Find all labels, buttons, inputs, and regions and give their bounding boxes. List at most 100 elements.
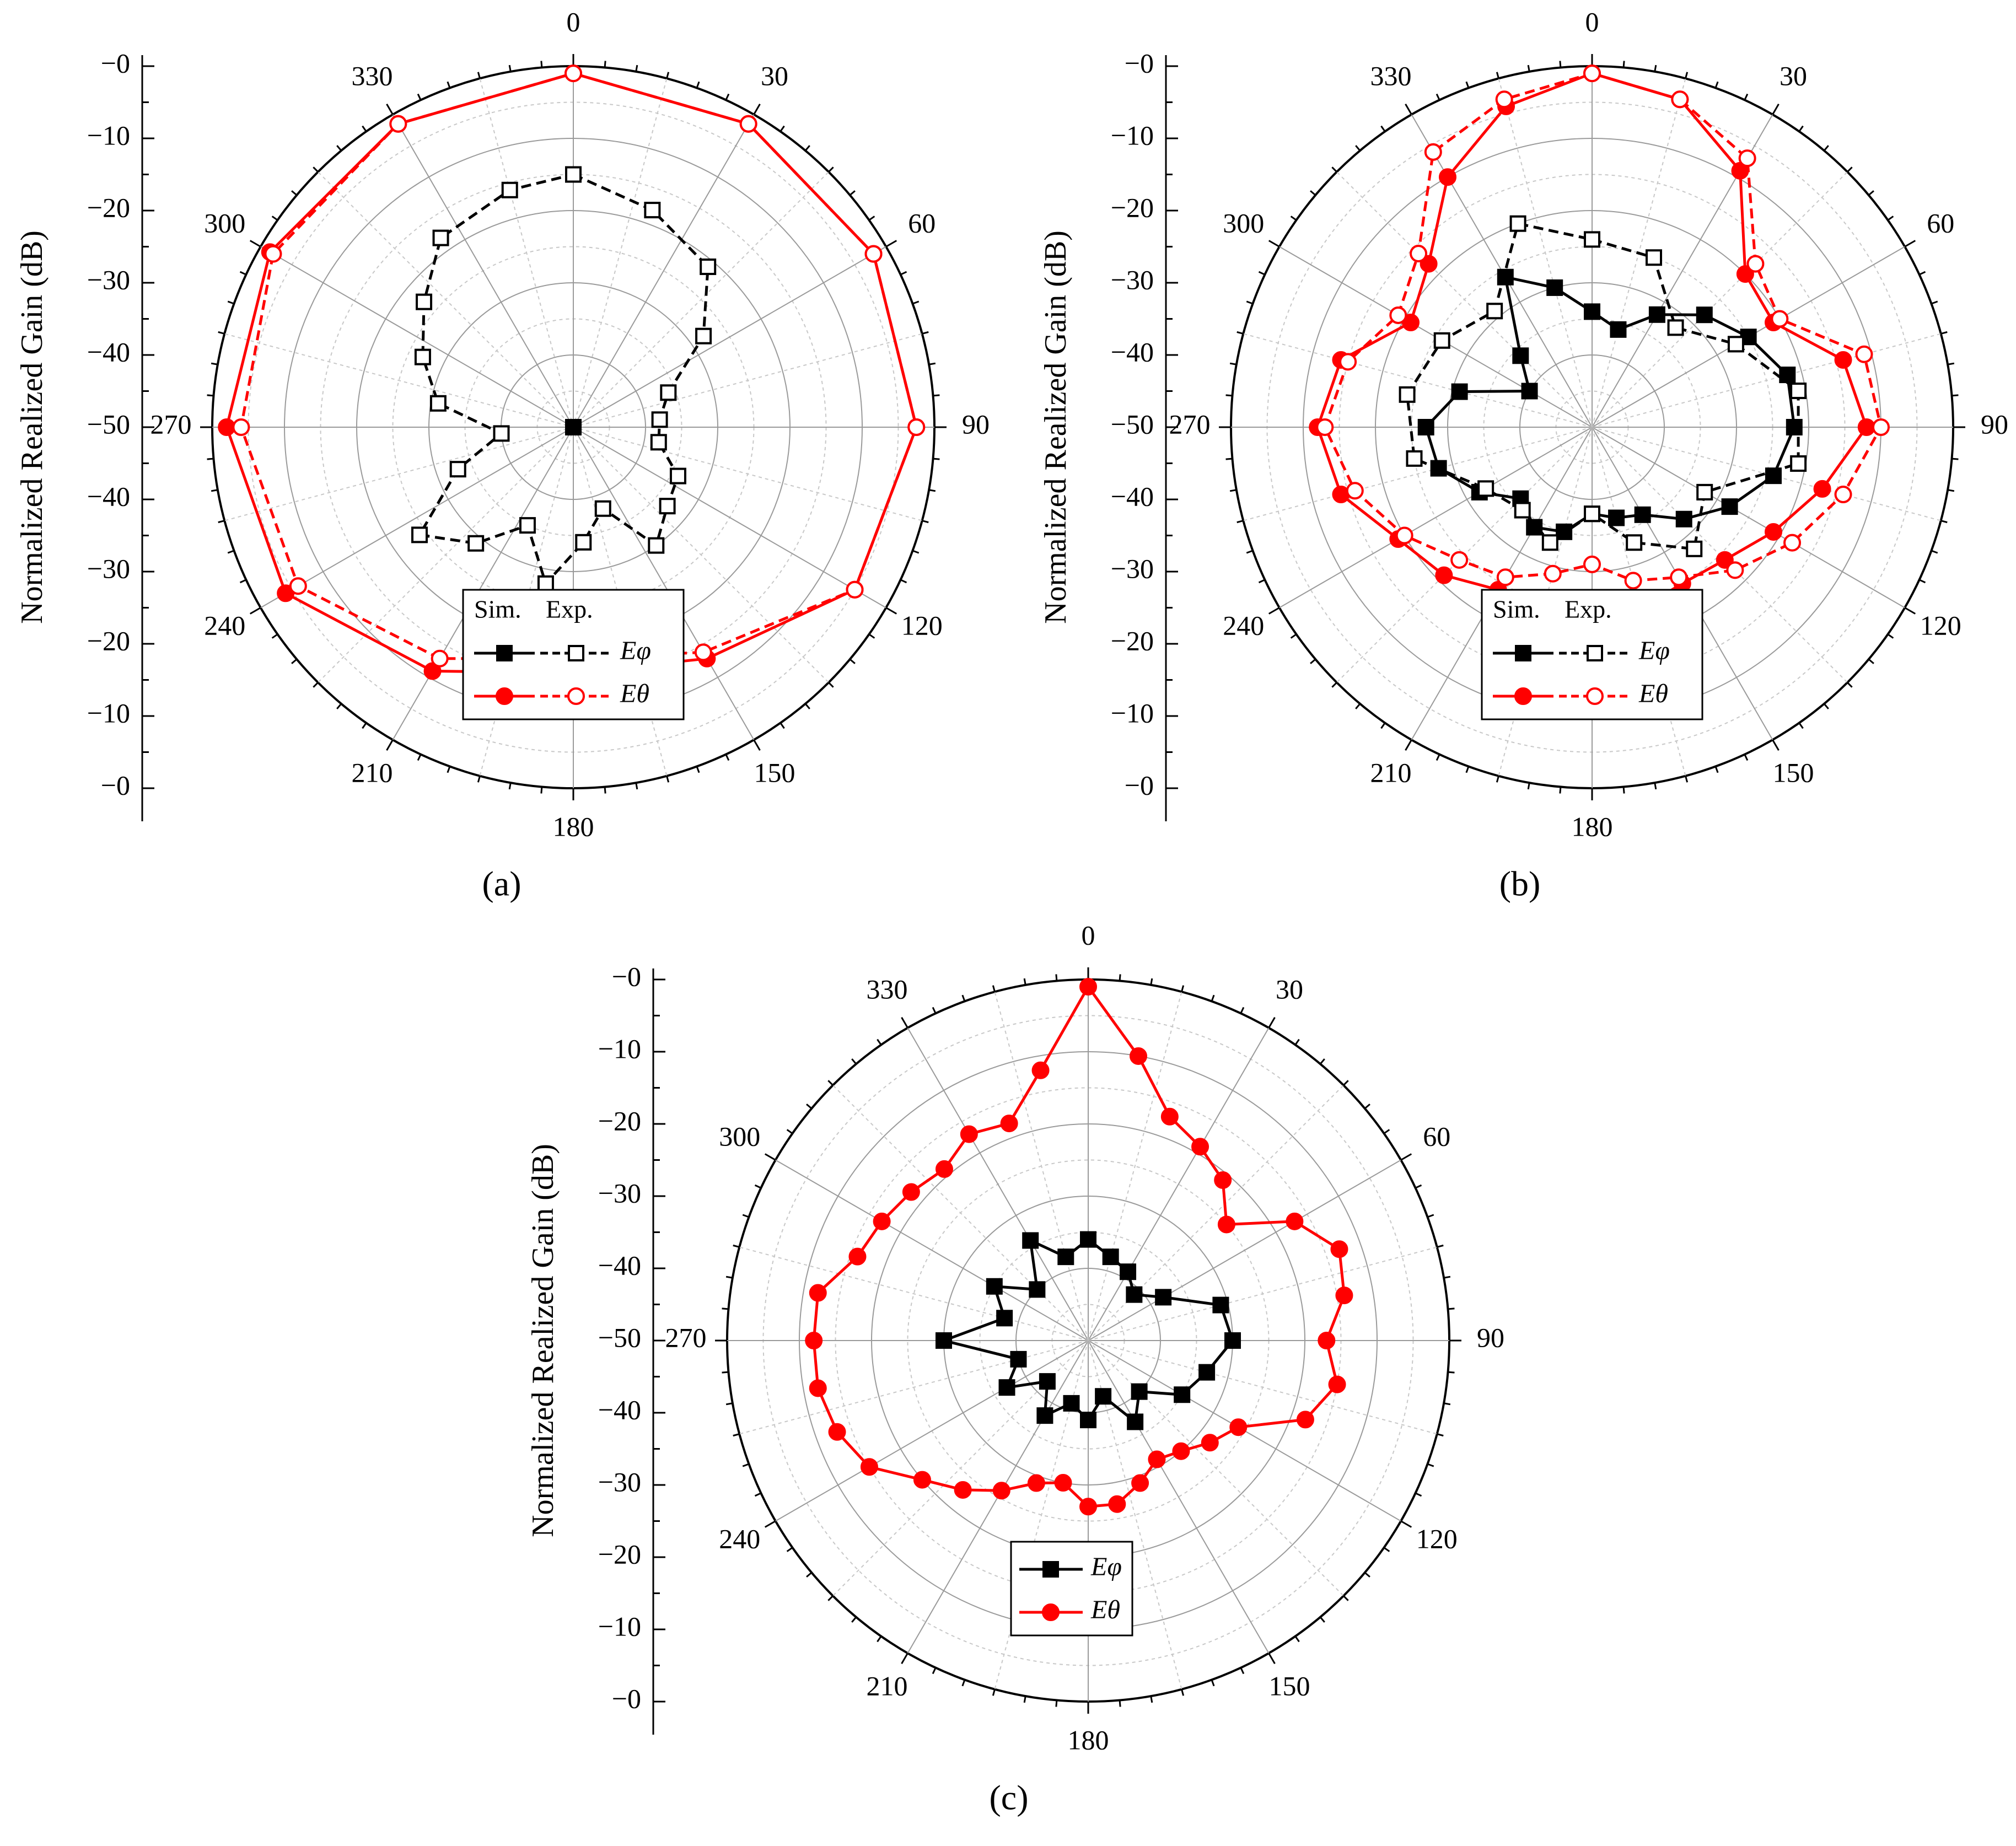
angle-tick	[1918, 271, 1926, 276]
angle-tick	[901, 1653, 908, 1665]
angle-tick	[912, 550, 920, 554]
grid-spoke	[775, 1159, 1089, 1341]
legend-marker-exp	[568, 645, 584, 661]
angle-tick	[271, 633, 278, 639]
grid-spoke	[1592, 171, 1848, 428]
angle-tick	[635, 64, 638, 72]
angle-tick	[1622, 61, 1625, 68]
angle-tick	[922, 520, 929, 524]
angle-tick-label: 90	[1477, 1322, 1504, 1353]
angle-tick	[1150, 1696, 1153, 1703]
angle-tick	[1268, 1016, 1276, 1029]
data-point	[1667, 319, 1684, 336]
data-point	[1022, 1232, 1039, 1249]
radial-tick-label: −40	[1111, 481, 1154, 512]
data-point	[1439, 168, 1456, 186]
data-point	[873, 1212, 891, 1230]
angle-tick-label: 150	[1269, 1671, 1310, 1702]
grid-spoke	[573, 246, 886, 428]
angle-tick	[1868, 190, 1874, 196]
angle-tick	[804, 703, 810, 709]
angle-tick	[1527, 782, 1530, 790]
legend: Sim. Exp. Eφ Eθ	[1481, 589, 1703, 720]
angle-tick	[912, 300, 920, 305]
data-point	[1813, 480, 1831, 498]
data-point	[848, 1247, 867, 1266]
angle-tick	[1847, 682, 1853, 688]
series-e-sim-	[1417, 268, 1803, 540]
angle-tick	[1415, 1492, 1422, 1497]
legend-header-exp: Exp.	[1565, 595, 1612, 623]
angle-tick	[447, 766, 451, 773]
angle-tick-label: 270	[150, 408, 192, 439]
angle-tick	[827, 1595, 834, 1601]
angle-tick	[1331, 166, 1337, 173]
angle-tick	[1527, 64, 1530, 72]
angle-tick	[1343, 1080, 1349, 1086]
grid-spoke	[994, 992, 1089, 1341]
angle-tick	[1952, 394, 1959, 397]
angle-tick	[218, 331, 225, 335]
angle-tick	[928, 362, 936, 365]
data-point	[1330, 1240, 1348, 1258]
data-point	[416, 293, 433, 310]
radial-tick-label: −20	[598, 1105, 641, 1136]
data-point	[1583, 64, 1601, 83]
angle-tick	[1436, 93, 1440, 101]
data-point	[1857, 418, 1875, 436]
angle-tick-label: 120	[1416, 1523, 1458, 1554]
data-point	[1131, 1474, 1149, 1492]
data-point	[429, 395, 447, 412]
angle-tick	[635, 782, 638, 790]
data-point	[1217, 1215, 1235, 1234]
angle-tick-label: 330	[352, 60, 393, 91]
legend-header-sim: Sim.	[1493, 595, 1540, 623]
data-point	[431, 649, 449, 668]
angle-tick	[1181, 985, 1185, 992]
angle-tick-label: 300	[1223, 207, 1264, 238]
angle-tick	[933, 394, 940, 397]
angle-tick-label: 60	[908, 207, 936, 238]
angle-tick	[828, 682, 834, 688]
angle-tick	[1290, 216, 1297, 221]
data-point	[1172, 1442, 1190, 1460]
angle-tick	[1436, 754, 1440, 761]
angle-tick	[1246, 550, 1254, 554]
angle-tick	[227, 550, 235, 554]
legend-entry-label: Eθ	[1638, 679, 1668, 708]
grid-spoke	[1498, 78, 1593, 428]
angle-tick	[779, 125, 785, 132]
data-point	[1417, 419, 1434, 435]
angle-tick	[1268, 1653, 1276, 1665]
grid-spoke	[224, 333, 574, 428]
data-point	[1029, 1281, 1046, 1298]
grid-spoke	[1088, 1159, 1401, 1341]
angle-tick-label: 150	[754, 757, 795, 788]
angle-tick-label: 330	[1370, 60, 1412, 91]
radial-tick-label: −20	[598, 1538, 641, 1569]
angle-tick	[1823, 145, 1829, 152]
angle-tick	[540, 61, 543, 68]
series-e-	[805, 978, 1353, 1516]
angle-tick	[1654, 64, 1657, 72]
radial-tick-label: −50	[598, 1322, 641, 1353]
angle-tick	[1443, 1275, 1451, 1279]
angle-tick	[239, 579, 247, 584]
data-point	[1450, 551, 1469, 569]
radial-tick-label: −40	[87, 481, 130, 512]
data-point	[902, 1183, 920, 1201]
grid-spoke	[479, 78, 574, 428]
data-point	[1671, 90, 1689, 109]
angle-tick-label: 150	[1773, 757, 1814, 788]
radial-tick-label: −20	[1111, 192, 1154, 223]
data-point	[1430, 460, 1447, 477]
radial-tick-label: −40	[598, 1394, 641, 1425]
angle-tick	[1405, 739, 1412, 751]
angle-tick	[849, 190, 856, 196]
angle-tick	[1798, 125, 1804, 132]
data-point	[1610, 321, 1627, 338]
angle-tick	[1023, 978, 1026, 986]
angle-tick	[786, 1547, 793, 1552]
data-point	[1451, 383, 1468, 400]
radial-tick-label: −10	[87, 120, 130, 150]
